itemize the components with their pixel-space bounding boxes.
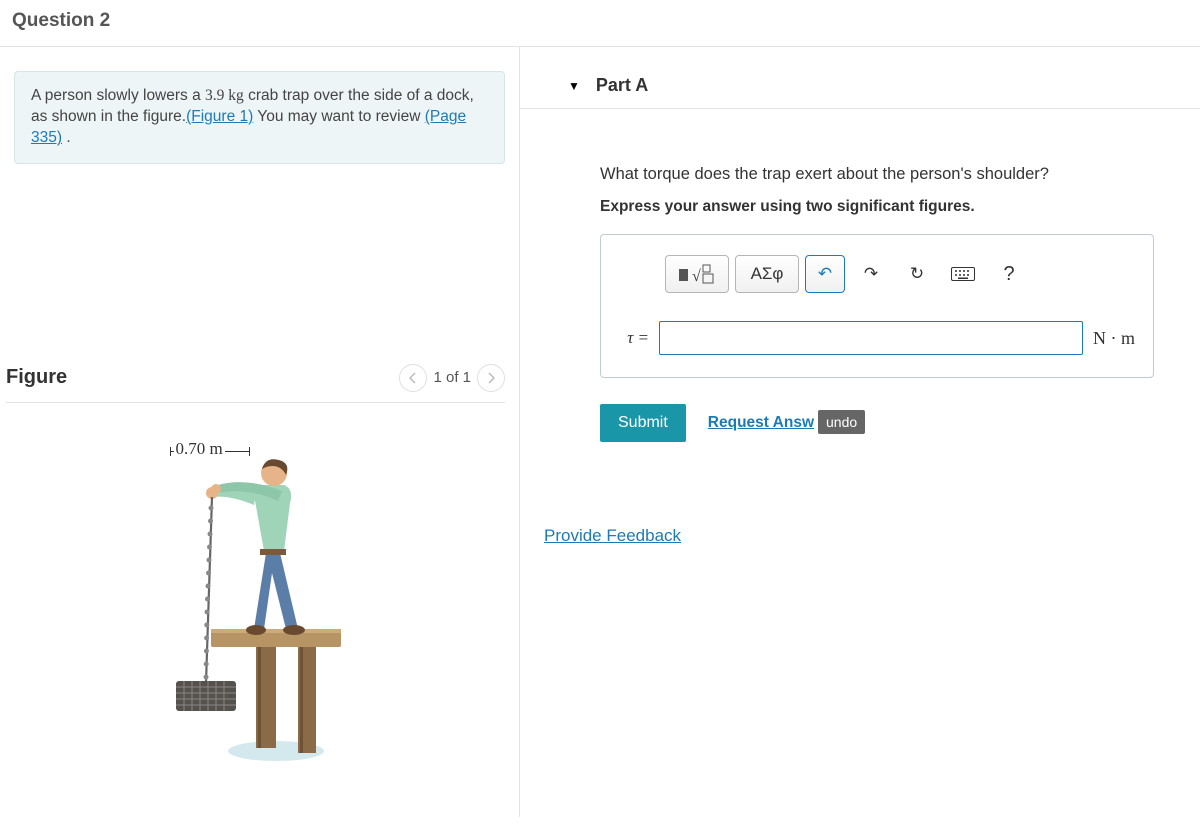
part-header[interactable]: ▼ Part A [520,47,1200,109]
part-label: Part A [596,75,648,96]
answer-box: √ ΑΣφ ↶ ↷ ↻ [600,234,1154,378]
content-area: A person slowly lowers a 3.9 kg crab tra… [0,47,1200,817]
undo-button[interactable]: ↶ [805,255,845,293]
question-title: Question 2 [12,10,1188,32]
answer-variable: τ = [619,328,649,348]
reset-button[interactable]: ↻ [897,255,937,293]
template-button[interactable]: √ [665,255,729,293]
illustration-svg [156,433,356,763]
problem-statement: A person slowly lowers a 3.9 kg crab tra… [14,71,505,164]
answer-row: τ = N · m [619,321,1135,355]
help-button[interactable]: ? [989,255,1029,293]
pager-next-button[interactable] [477,364,505,392]
greek-label: ΑΣφ [751,264,784,284]
template-icon: √ [677,263,717,285]
request-answer-link[interactable]: Request Answ [708,414,814,432]
redo-icon: ↷ [864,264,878,284]
part-body: What torque does the trap exert about th… [520,109,1200,462]
pager-prev-button[interactable] [399,364,427,392]
crab-trap-illustration: 0.70 m [156,433,356,763]
redo-button[interactable]: ↷ [851,255,891,293]
keyboard-button[interactable] [943,255,983,293]
equation-toolbar: √ ΑΣφ ↶ ↷ ↻ [665,255,1135,293]
caret-down-icon: ▼ [568,79,580,93]
prompt-suffix: . [62,129,71,146]
prompt-mass: 3.9 kg [205,87,244,104]
undo-tooltip: undo [818,410,865,434]
figure-image: 0.70 m [6,403,505,763]
submit-button[interactable]: Submit [600,404,686,442]
submit-label: Submit [618,414,668,431]
keyboard-icon [951,267,975,281]
left-column: A person slowly lowers a 3.9 kg crab tra… [0,47,520,817]
prompt-text-1: A person slowly lowers a [31,87,205,104]
help-icon: ? [1003,263,1014,286]
dimension-label: 0.70 m [174,439,225,459]
reset-icon: ↻ [910,264,924,284]
right-column: ▼ Part A What torque does the trap exert… [520,47,1200,817]
svg-text:√: √ [692,268,701,285]
figure-section: Figure 1 of 1 0.70 m [6,364,505,763]
question-text: What torque does the trap exert about th… [600,165,1170,184]
answer-unit: N · m [1093,328,1135,349]
undo-icon: ↶ [818,264,832,284]
pager-text: 1 of 1 [433,369,471,386]
chevron-left-icon [409,372,417,384]
provide-feedback-link[interactable]: Provide Feedback [544,526,681,546]
figure-heading: Figure [6,366,67,389]
question-header: Question 2 [0,0,1200,47]
figure-link[interactable]: (Figure 1) [186,108,253,125]
instruction-text: Express your answer using two significan… [600,198,1170,216]
action-row: Submit Request Answ undo [600,404,1170,442]
prompt-review-prefix: You may want to review [253,108,424,125]
answer-input[interactable] [659,321,1083,355]
figure-pager: 1 of 1 [399,364,505,392]
figure-header: Figure 1 of 1 [6,364,505,403]
greek-button[interactable]: ΑΣφ [735,255,799,293]
chevron-right-icon [487,372,495,384]
